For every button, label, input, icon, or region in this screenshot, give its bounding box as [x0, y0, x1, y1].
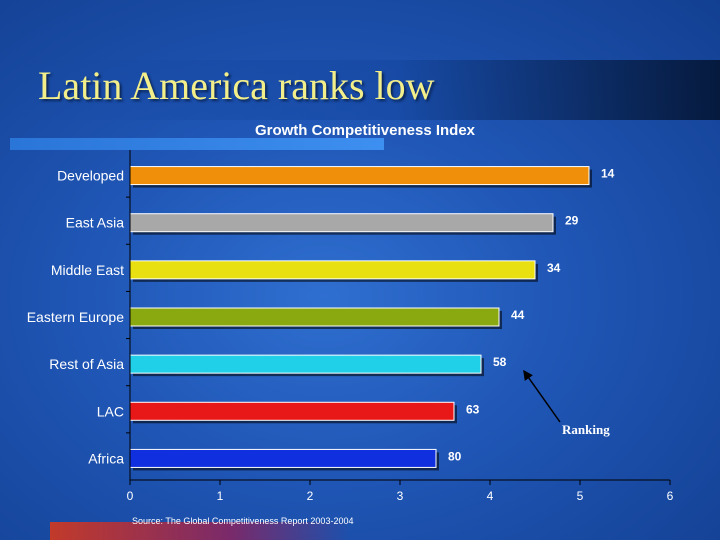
data-label-3: 44 — [511, 308, 525, 322]
x-tick-label-2: 2 — [307, 489, 314, 503]
bar-1 — [129, 213, 554, 233]
category-label-6: Africa — [88, 450, 124, 466]
ranking-arrow — [523, 369, 561, 423]
data-label-0: 14 — [601, 167, 615, 181]
x-tick-label-1: 1 — [217, 489, 224, 503]
title-band — [0, 60, 720, 120]
bars-group: Developed 14 East Asia 29 Middle East 34 Easte… — [27, 166, 615, 471]
category-label-2: Middle East — [51, 262, 124, 278]
x-tick-label-3: 3 — [397, 489, 404, 503]
category-label-5: LAC — [97, 403, 124, 419]
category-label-0: Developed — [57, 168, 124, 184]
source-note: Source: The Global Competitiveness Repor… — [132, 516, 353, 526]
bar-0 — [129, 166, 590, 186]
bar-2 — [129, 260, 536, 280]
data-label-6: 80 — [448, 449, 462, 463]
accent-bar — [10, 138, 384, 150]
chart-title: Growth Competitiveness Index — [255, 122, 476, 139]
data-label-2: 34 — [547, 261, 561, 275]
slide-title: Latin America ranks low — [38, 63, 435, 108]
x-tick-label-4: 4 — [487, 489, 494, 503]
x-tick-label-5: 5 — [577, 489, 584, 503]
data-label-4: 58 — [493, 355, 507, 369]
bar-5 — [129, 401, 455, 421]
data-label-5: 63 — [466, 402, 480, 416]
ranking-annotation: Ranking — [562, 422, 610, 437]
bar-4 — [129, 354, 482, 374]
category-label-1: East Asia — [66, 215, 125, 231]
x-tick-label-6: 6 — [667, 489, 674, 503]
category-label-3: Eastern Europe — [27, 309, 124, 325]
bar-6 — [129, 448, 437, 468]
data-label-1: 29 — [565, 214, 579, 228]
x-tick-label-0: 0 — [127, 489, 134, 503]
category-label-4: Rest of Asia — [49, 356, 124, 372]
bar-3 — [129, 307, 500, 327]
accent-bottom-bar — [50, 522, 350, 540]
